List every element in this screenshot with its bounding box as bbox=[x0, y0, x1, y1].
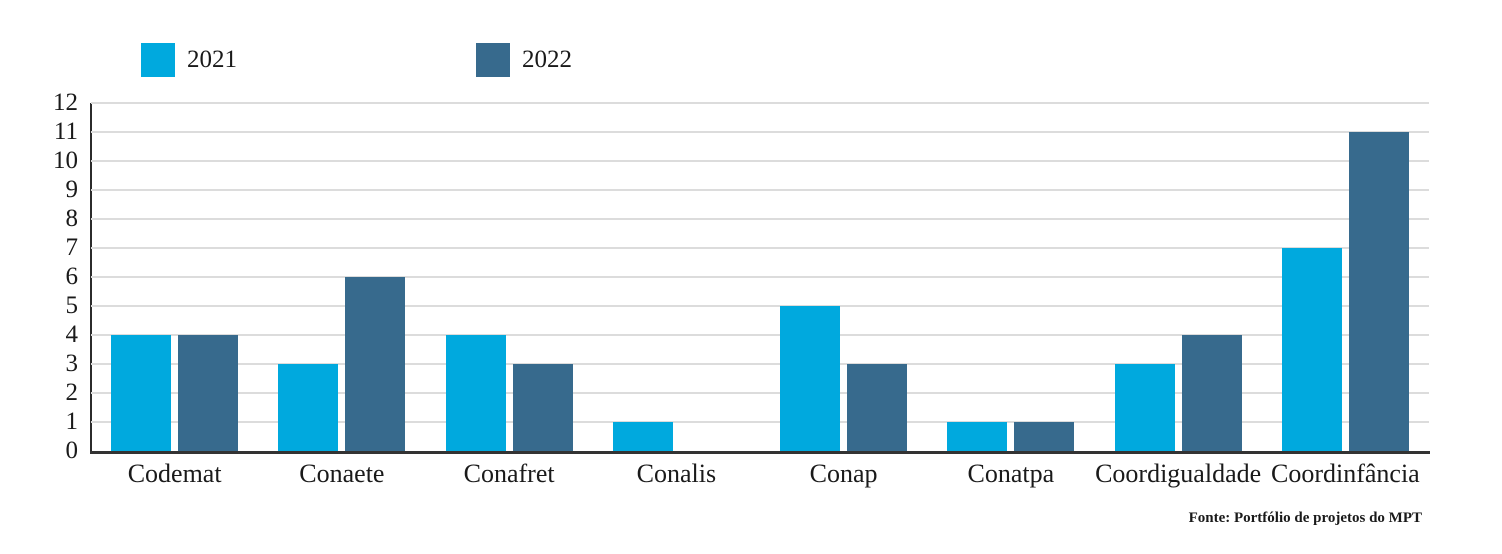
gridline bbox=[91, 421, 1429, 423]
y-axis-tick-label: 6 bbox=[65, 263, 79, 290]
bar-2021-coordigualdade bbox=[1114, 364, 1175, 451]
y-axis-tick-label: 0 bbox=[65, 437, 79, 464]
x-axis-baseline bbox=[90, 451, 1430, 454]
gridline bbox=[91, 305, 1429, 307]
legend-label-2021: 2021 bbox=[187, 46, 237, 73]
source-note: Fonte: Portfólio de projetos do MPT bbox=[1188, 510, 1422, 526]
y-axis-tick-label: 11 bbox=[53, 118, 78, 145]
bar-2022-codemat bbox=[178, 335, 239, 451]
bar-2021-conap bbox=[780, 306, 841, 451]
gridline bbox=[91, 102, 1429, 104]
y-axis-tick-label: 2 bbox=[65, 379, 79, 406]
bar-2021-conalis bbox=[612, 422, 673, 451]
bar-2022-conap bbox=[847, 364, 908, 451]
gridline bbox=[91, 363, 1429, 365]
y-axis-tick-label: 9 bbox=[65, 176, 79, 203]
y-axis-tick-label: 1 bbox=[65, 408, 79, 435]
gridline bbox=[91, 334, 1429, 336]
y-axis-tick-label: 7 bbox=[65, 234, 79, 261]
gridline bbox=[91, 392, 1429, 394]
x-axis-category-label: Conafret bbox=[463, 459, 555, 488]
bar-2022-conafret bbox=[512, 364, 573, 451]
x-axis-category-label: Conaete bbox=[299, 459, 385, 488]
y-axis-tick-label: 3 bbox=[65, 350, 79, 377]
bar-2021-coordinfância bbox=[1281, 248, 1342, 451]
legend-swatch-2021 bbox=[141, 43, 175, 77]
legend-label-2022: 2022 bbox=[522, 46, 572, 73]
gridline bbox=[91, 276, 1429, 278]
gridline bbox=[91, 160, 1429, 162]
y-axis-tick-label: 5 bbox=[65, 292, 79, 319]
legend-item-2021: 2021 bbox=[141, 43, 237, 77]
gridline bbox=[91, 247, 1429, 249]
legend-swatch-2022 bbox=[476, 43, 510, 77]
bar-2022-coordigualdade bbox=[1181, 335, 1242, 451]
bar-2021-conaete bbox=[278, 364, 339, 451]
bar-2021-codemat bbox=[111, 335, 172, 451]
x-axis-category-label: Conalis bbox=[636, 459, 717, 488]
y-axis-tick-label: 10 bbox=[53, 147, 78, 174]
gridline bbox=[91, 218, 1429, 220]
x-axis-category-label: Coordigualdade bbox=[1095, 459, 1262, 488]
x-axis-category-label: Conatpa bbox=[967, 459, 1055, 488]
bar-2021-conafret bbox=[445, 335, 506, 451]
bar-2021-conatpa bbox=[947, 422, 1008, 451]
legend-item-2022: 2022 bbox=[476, 43, 572, 77]
bar-2022-conatpa bbox=[1014, 422, 1075, 451]
x-axis-category-label: Codemat bbox=[127, 459, 222, 488]
gridline bbox=[91, 131, 1429, 133]
y-axis-tick-label: 8 bbox=[65, 205, 79, 232]
y-axis-tick-label: 4 bbox=[65, 321, 79, 348]
x-axis-category-label: Coordinfância bbox=[1271, 459, 1420, 488]
y-axis-tick-label: 12 bbox=[53, 89, 78, 116]
bar-2022-conaete bbox=[345, 277, 406, 451]
gridline bbox=[91, 189, 1429, 191]
bar-2022-coordinfância bbox=[1348, 132, 1409, 451]
x-axis-category-label: Conap bbox=[809, 459, 878, 488]
